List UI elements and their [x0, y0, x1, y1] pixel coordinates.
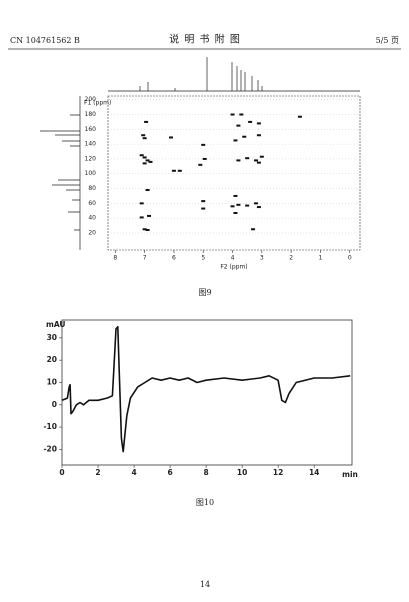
y-tick-label: 0 — [52, 400, 57, 409]
x-tick-label: 6 — [172, 255, 176, 262]
x-axis-label: F2 (ppm) — [220, 264, 247, 271]
y-tick-label: 120 — [85, 155, 97, 162]
y-tick-label: 100 — [85, 170, 97, 177]
cross-peak — [256, 122, 261, 125]
cross-peak — [233, 194, 238, 197]
y-tick-label: 160 — [85, 126, 97, 133]
cross-peak — [251, 228, 256, 231]
x-tick-label: 6 — [167, 468, 172, 477]
header-title: 说 明 书 附 图 — [169, 33, 241, 46]
x-tick-label: 7 — [143, 255, 147, 262]
f1-projection — [40, 96, 81, 250]
cross-peak — [139, 216, 144, 219]
x-tick-label: 0 — [59, 468, 64, 477]
x-tick-label: 3 — [260, 255, 264, 262]
cross-peak — [142, 162, 147, 165]
y-tick-label: 20 — [47, 355, 57, 364]
y-tick-label: 10 — [47, 377, 57, 386]
cross-peak — [141, 134, 146, 137]
cross-peak — [245, 157, 250, 160]
cross-peak — [297, 115, 302, 118]
chromatogram-line — [61, 325, 351, 453]
patent-number: CN 104761562 B — [10, 36, 80, 45]
cross-peak — [236, 203, 241, 206]
cross-peak — [248, 120, 253, 123]
cross-peak — [256, 134, 261, 137]
cross-peak — [202, 157, 207, 160]
plot-frame — [61, 319, 353, 466]
page-number: 14 — [200, 580, 210, 589]
y-axis-label: mAU — [46, 320, 65, 329]
x-tick-label: 10 — [237, 468, 247, 477]
page-count: 5/5 页 — [376, 36, 399, 45]
y-tick-label: 40 — [88, 215, 96, 222]
cross-peak — [239, 113, 244, 116]
x-tick-label: 4 — [231, 255, 235, 262]
cross-peak — [145, 229, 150, 232]
cross-peak — [144, 120, 149, 123]
cross-peak — [236, 124, 241, 127]
y-tick-label: 60 — [88, 200, 96, 207]
cross-peak — [201, 200, 206, 203]
y-tick-label: 180 — [85, 111, 97, 118]
cross-peak — [145, 189, 150, 192]
cross-peak — [142, 228, 147, 231]
x-tick-label: 1 — [319, 255, 323, 262]
cross-peak — [201, 207, 206, 210]
cross-peak — [256, 161, 261, 164]
x-tick-label: 5 — [201, 255, 205, 262]
cross-peak — [233, 211, 238, 214]
y-tick-label: 200 — [85, 96, 97, 103]
y-axis-label: F1 (ppm) — [84, 100, 111, 107]
cross-peak — [236, 159, 241, 162]
y-tick-label: -20 — [43, 444, 57, 453]
cross-peak — [145, 159, 150, 162]
cross-peak — [230, 205, 235, 208]
y-tick-label: 80 — [88, 185, 96, 192]
plot-frame — [107, 95, 361, 251]
cross-peak — [201, 143, 206, 146]
y-tick-label: -10 — [43, 422, 57, 431]
figure-caption: 图10 — [196, 498, 214, 507]
y-tick-label: 30 — [47, 333, 57, 342]
cross-peak — [198, 163, 203, 166]
x-tick-label: 4 — [131, 468, 136, 477]
x-tick-label: 12 — [273, 468, 283, 477]
y-tick-label: 140 — [85, 141, 97, 148]
cross-peak — [169, 136, 173, 139]
cross-peak — [142, 156, 147, 159]
x-tick-label: 0 — [348, 255, 352, 262]
cross-peak — [171, 169, 176, 172]
f2-projection — [108, 57, 360, 92]
x-tick-label: 2 — [95, 468, 100, 477]
cross-peak — [148, 160, 153, 163]
y-tick-label: 20 — [88, 229, 96, 236]
x-axis-label: min — [342, 470, 358, 479]
cross-peak — [230, 113, 235, 116]
cross-peak — [142, 137, 147, 140]
cross-peak — [139, 202, 144, 205]
x-tick-label: 8 — [203, 468, 208, 477]
cross-peak — [177, 169, 182, 172]
cross-peak — [253, 159, 258, 162]
x-tick-label: 14 — [309, 468, 319, 477]
cross-peak — [242, 135, 247, 138]
cross-peak — [245, 204, 250, 207]
cross-peak — [147, 214, 152, 217]
cross-peak — [139, 154, 144, 157]
cross-peak — [256, 206, 261, 209]
cross-peak — [233, 139, 238, 142]
cross-peak — [259, 155, 264, 158]
cross-peak — [253, 202, 258, 205]
x-tick-label: 2 — [289, 255, 293, 262]
x-tick-label: 8 — [113, 255, 117, 262]
figure-caption: 图9 — [198, 288, 211, 297]
